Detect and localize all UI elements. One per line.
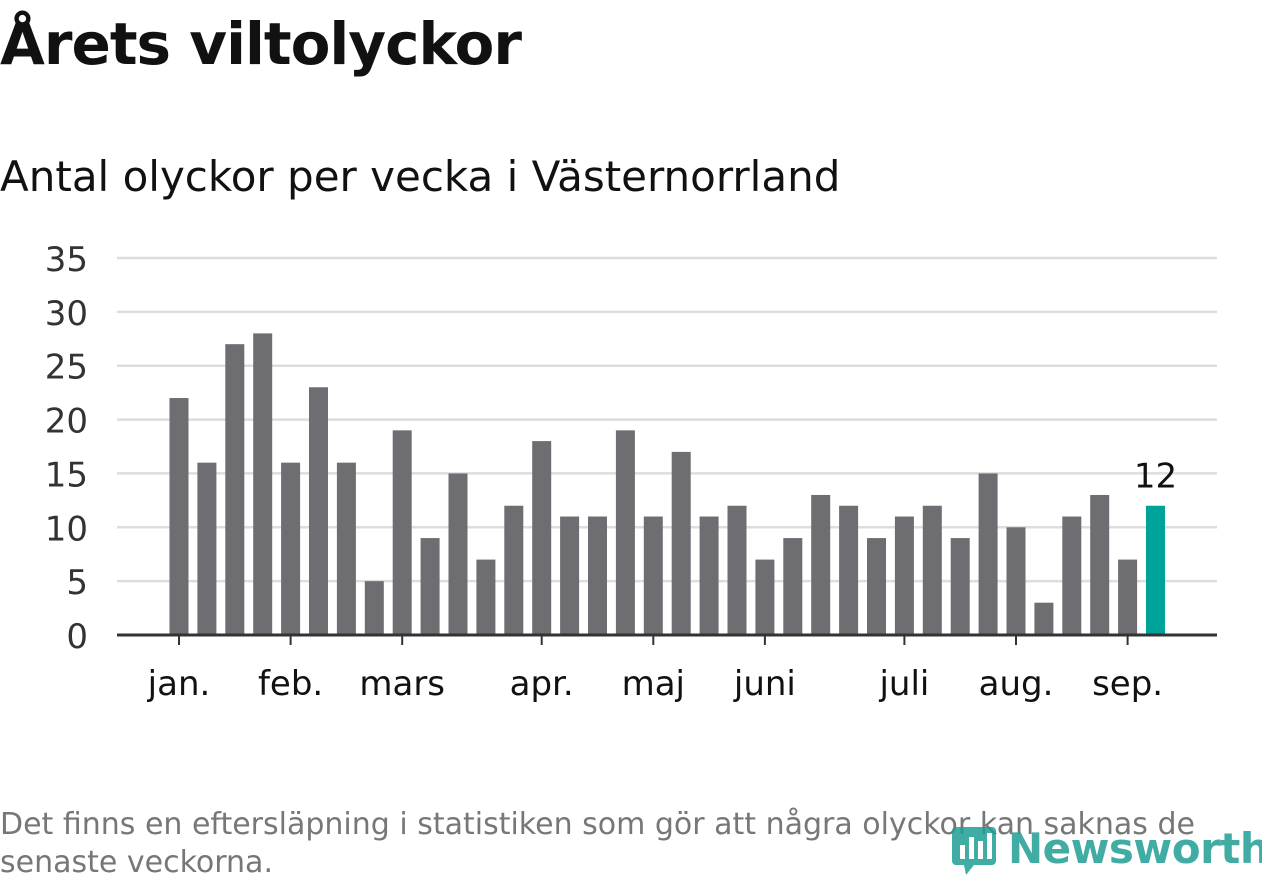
bar	[448, 473, 468, 635]
bar	[727, 505, 747, 635]
x-tick-label: aug.	[979, 664, 1054, 704]
bar	[811, 494, 831, 635]
bar	[197, 462, 217, 635]
x-tick-label: feb.	[258, 664, 323, 704]
bar	[671, 451, 691, 635]
bar	[978, 473, 998, 635]
bar	[783, 538, 803, 635]
x-tick-label: mars	[359, 664, 445, 704]
bar-highlight	[1146, 505, 1165, 635]
bar	[755, 559, 775, 635]
bar	[504, 505, 524, 635]
bar	[336, 462, 356, 635]
x-tick-label: juli	[878, 664, 929, 704]
chart-title: Årets viltolyckor	[0, 10, 522, 78]
x-tick-label: jan.	[147, 664, 211, 704]
x-tick-label: juni	[733, 664, 796, 704]
chart-subtitle: Antal olyckor per vecka i Västernorrland	[0, 152, 841, 201]
y-tick-label: 25	[45, 348, 88, 388]
bar-chart: 0 5 10 15 20 25 30 35 12 jan. feb. mars apr. maj juni j…	[45, 240, 1217, 704]
y-tick-label: 35	[45, 240, 88, 280]
x-tick-label: sep.	[1092, 664, 1163, 704]
bar	[560, 516, 580, 635]
bar	[615, 430, 635, 635]
y-tick-label: 15	[45, 455, 88, 495]
y-tick-label: 10	[45, 509, 88, 549]
bar	[1034, 602, 1054, 635]
bar	[392, 430, 412, 635]
data-label: 12	[1134, 457, 1177, 497]
bar	[922, 505, 942, 635]
bar	[1090, 494, 1110, 635]
bar	[699, 516, 719, 635]
y-tick-label: 0	[66, 617, 88, 657]
bar	[309, 387, 328, 635]
x-tick-label: apr.	[510, 664, 574, 704]
y-tick-label: 20	[45, 402, 88, 442]
bar	[253, 333, 273, 635]
bar	[169, 398, 189, 635]
y-tick-label: 30	[45, 294, 88, 334]
newsworthy-logo: Newsworthy	[950, 818, 1262, 878]
footnote: Det finns en eftersläpning i statistiken…	[0, 807, 1195, 880]
newsworthy-logo-icon	[952, 827, 996, 875]
bar	[950, 538, 970, 635]
y-tick-label: 5	[66, 563, 88, 603]
bar	[867, 538, 886, 635]
bar	[1062, 516, 1082, 635]
bar	[588, 516, 607, 635]
bar	[420, 538, 440, 635]
bar	[894, 516, 914, 635]
bar	[532, 441, 552, 635]
bar	[364, 581, 384, 635]
bar	[1006, 527, 1026, 635]
bar	[476, 559, 496, 635]
bar	[1118, 559, 1138, 635]
bar	[839, 505, 859, 635]
bar	[643, 516, 663, 635]
bar	[225, 344, 245, 635]
logo-text: Newsworthy	[1008, 823, 1262, 873]
bar	[281, 462, 301, 635]
x-tick-label: maj	[622, 664, 685, 704]
